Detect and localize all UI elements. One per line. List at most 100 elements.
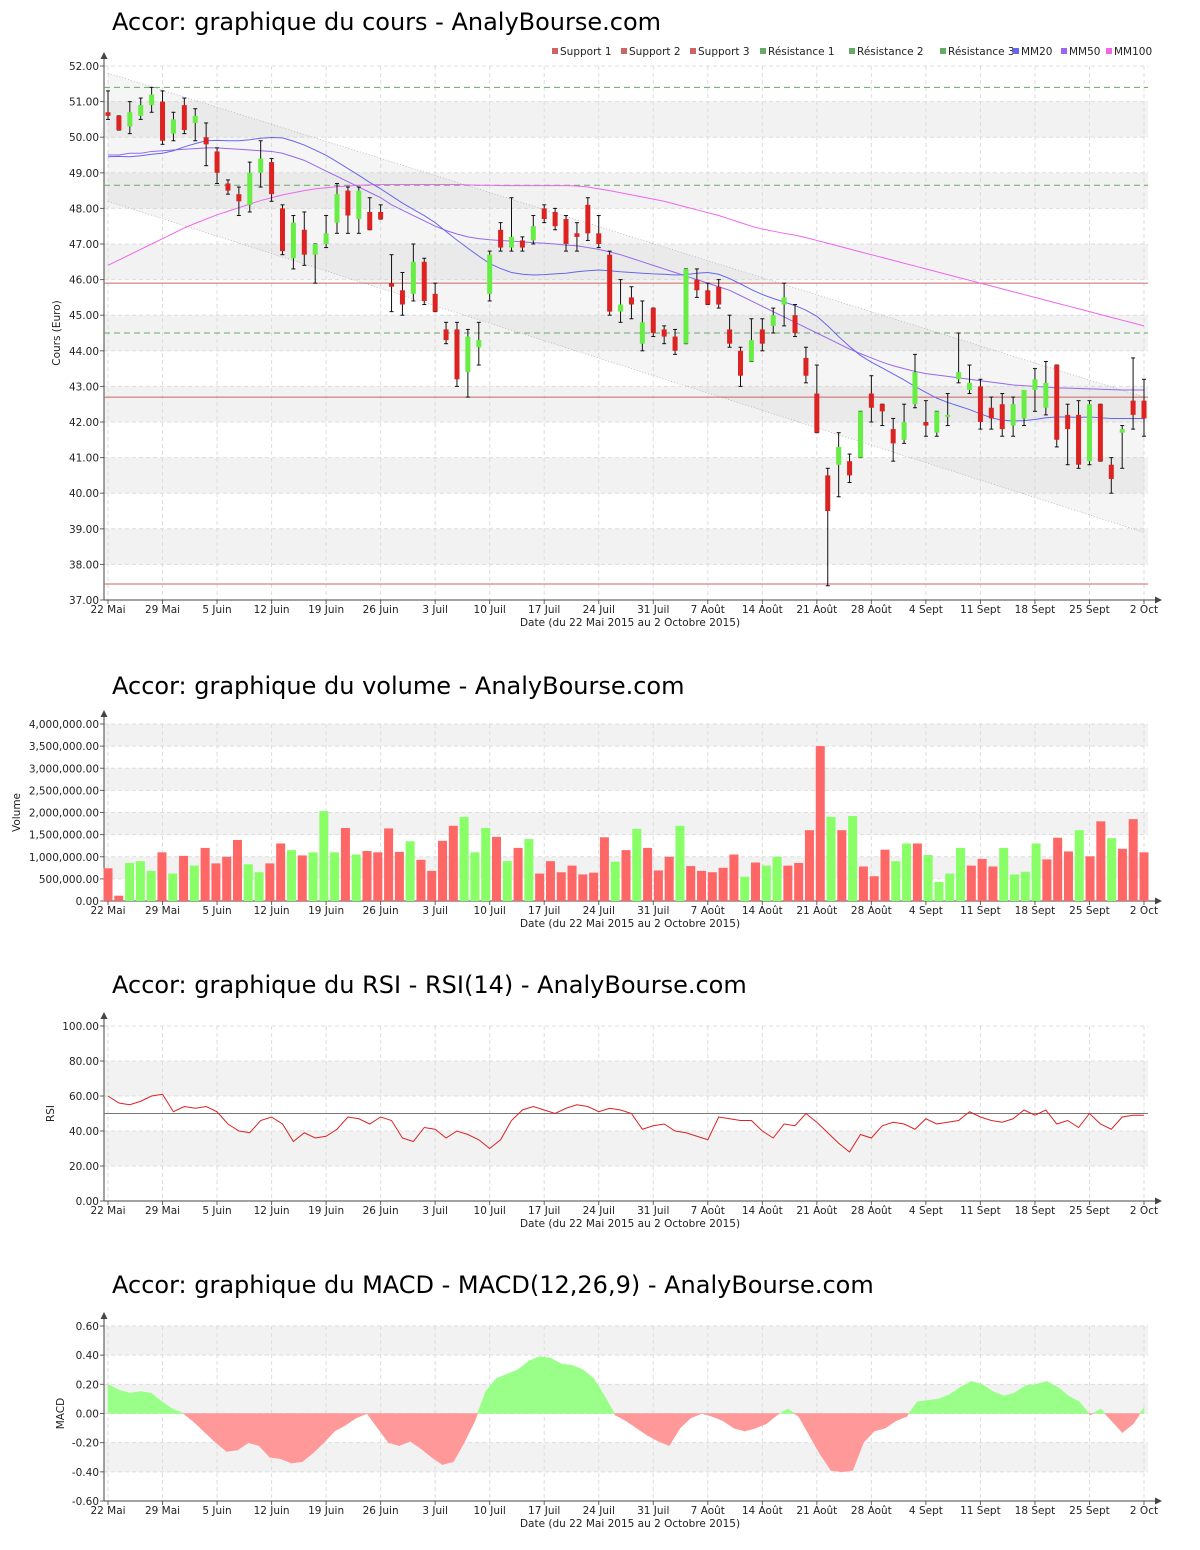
y-tick-label: 0.20 — [76, 1379, 99, 1391]
candle-down — [203, 137, 209, 145]
volume-bar — [1031, 843, 1041, 901]
volume-bar — [664, 856, 674, 901]
volume-bar — [1063, 851, 1073, 901]
candle-down — [738, 350, 744, 376]
x-tick-label: 11 Sept — [960, 1205, 1001, 1217]
volume-bar — [297, 855, 307, 901]
candle-down — [225, 183, 231, 191]
volume-bar — [146, 870, 156, 901]
volume-bar — [492, 836, 501, 901]
candle-down — [650, 308, 656, 333]
candle-up — [945, 414, 951, 417]
macd-negative-area — [247, 1413, 260, 1446]
volume-bar — [675, 825, 685, 901]
macd-positive-area — [140, 1391, 152, 1414]
volume-bar — [179, 855, 189, 901]
volume-bar — [448, 825, 458, 901]
x-axis-label: Date (du 22 Mai 2015 au 2 Octobre 2015) — [520, 617, 740, 629]
candle-up — [247, 172, 253, 205]
x-tick-label: 14 Août — [742, 604, 783, 616]
band — [104, 386, 1148, 422]
x-tick-label: 31 Juil — [637, 1505, 669, 1517]
candle-down — [389, 283, 395, 287]
volume-chart-title: Accor: graphique du volume - AnalyBourse… — [112, 672, 685, 700]
y-tick-label: 3,000,000.00 — [29, 763, 99, 775]
volume-bar — [1085, 856, 1095, 901]
x-tick-label: 26 Juin — [363, 1205, 399, 1217]
volume-bar — [988, 866, 998, 901]
candle-up — [1032, 379, 1038, 390]
volume-bar — [912, 843, 922, 901]
candle-up — [356, 190, 362, 220]
x-axis-label: Date (du 22 Mai 2015 au 2 Octobre 2015) — [520, 1518, 740, 1530]
candle-down — [759, 329, 765, 344]
volume-bar — [783, 865, 793, 901]
x-tick-label: 31 Juil — [637, 905, 669, 917]
x-tick-label: 2 Oct — [1130, 905, 1158, 917]
candle-up — [508, 236, 514, 248]
volume-bar — [945, 873, 955, 901]
x-tick-label: 28 Août — [851, 604, 892, 616]
x-axis-label: Date (du 22 Mai 2015 au 2 Octobre 2015) — [520, 918, 740, 930]
candle-down — [607, 254, 613, 312]
trend-channel — [108, 73, 1144, 533]
x-axis-label: Date (du 22 Mai 2015 au 2 Octobre 2015) — [520, 1218, 740, 1230]
volume-bar — [340, 827, 350, 901]
candle-down — [672, 336, 678, 351]
x-tick-label: 24 Juil — [583, 905, 615, 917]
macd-negative-area — [712, 1413, 724, 1422]
candle-down — [399, 290, 405, 305]
candle-up — [192, 115, 198, 123]
macd-positive-area — [496, 1373, 508, 1414]
macd-negative-area — [377, 1413, 389, 1444]
y-tick-label: -0.20 — [72, 1438, 99, 1450]
volume-bar — [1117, 848, 1127, 901]
band — [104, 172, 1148, 209]
y-tick-label: 0.00 — [76, 896, 99, 908]
y-axis-arrow — [100, 710, 108, 717]
volume-bar — [697, 870, 707, 901]
volume-bar — [330, 852, 340, 901]
y-tick-label: 50.00 — [69, 132, 99, 144]
x-tick-label: 31 Juil — [637, 604, 669, 616]
candle-up — [748, 340, 754, 362]
x-tick-label: 7 Août — [691, 905, 725, 917]
band — [104, 244, 1148, 280]
x-tick-label: 28 Août — [851, 1505, 892, 1517]
candle-up — [1010, 404, 1016, 426]
macd-negative-area — [355, 1413, 368, 1419]
y-tick-label: 60.00 — [69, 1091, 99, 1103]
volume-chart: 0.00 500,000.00 1,000,000.00 1,500,000.00 2,… — [11, 710, 1162, 930]
legend-item: MM20 — [1021, 46, 1052, 58]
macd-positive-area — [971, 1381, 983, 1414]
band — [104, 528, 1148, 565]
y-tick-label: 0.60 — [76, 1321, 99, 1333]
volume-bar — [416, 859, 426, 901]
x-tick-label: 3 Juil — [422, 1205, 448, 1217]
volume-bar — [125, 862, 135, 901]
legend-swatch — [621, 48, 627, 54]
x-tick-label: 18 Sept — [1015, 905, 1056, 917]
candle-down — [879, 404, 885, 412]
candle-down — [847, 461, 853, 476]
volume-bar — [934, 881, 944, 901]
y-tick-label: 41.00 — [69, 453, 99, 465]
candle-down — [705, 290, 711, 305]
candle-up — [618, 304, 624, 312]
x-tick-label: 25 Sept — [1069, 905, 1110, 917]
x-tick-label: 12 Juin — [254, 905, 290, 917]
legend-swatch — [1013, 48, 1019, 54]
macd-negative-area — [463, 1413, 476, 1443]
y-tick-label: 52.00 — [69, 61, 99, 73]
y-tick-label: 47.00 — [69, 239, 99, 251]
candle-down — [868, 393, 874, 408]
x-tick-label: 10 Juil — [474, 604, 506, 616]
band — [104, 1131, 1148, 1166]
volume-bar — [891, 861, 901, 901]
price-chart-title: Accor: graphique du cours - AnalyBourse.… — [112, 8, 662, 36]
rsi-line — [107, 1093, 1144, 1153]
y-tick-label: 4,000,000.00 — [29, 719, 99, 731]
legend-swatch — [849, 48, 855, 54]
y-tick-label: 2,500,000.00 — [29, 785, 99, 797]
volume-bar — [168, 873, 178, 901]
